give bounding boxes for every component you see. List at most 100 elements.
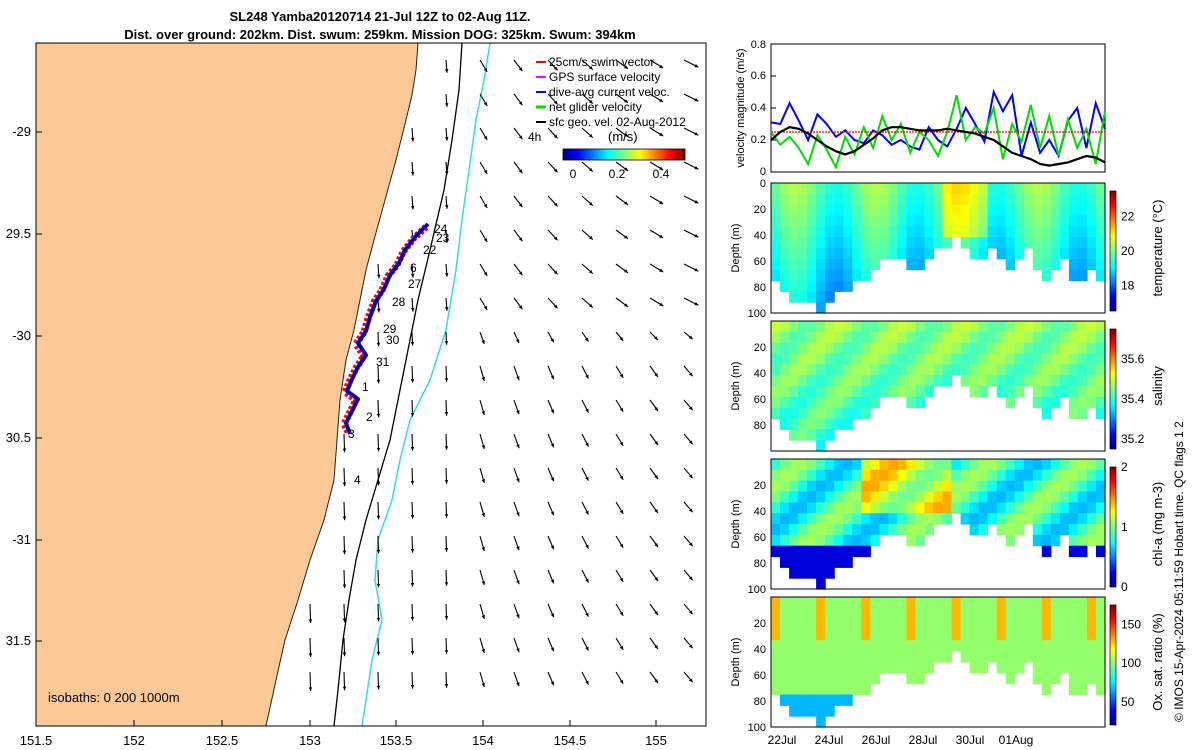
- velocity-arrow: [513, 467, 520, 483]
- section-cell: [1014, 651, 1025, 663]
- velocity-arrow: [615, 433, 624, 447]
- velocity-arrow: [308, 603, 313, 624]
- section-cell: [816, 331, 826, 344]
- velocity-arrow: [513, 161, 523, 174]
- copyright-credit: © IMOS 15-Apr-2024 05:11:59 Hobart time.…: [1172, 421, 1186, 722]
- section-cell: [1005, 386, 1016, 398]
- velocity-arrow: [444, 263, 449, 277]
- section-cell: [1077, 226, 1088, 238]
- section-cell: [996, 331, 1007, 344]
- velocity-arrow: [513, 365, 520, 381]
- section-cell: [870, 491, 880, 503]
- section-cell: [1050, 459, 1061, 471]
- section-cell: [879, 651, 889, 663]
- section-cell: [1023, 502, 1034, 514]
- velocity-arrow: [513, 93, 523, 106]
- section-cell: [1014, 342, 1025, 355]
- section-cell: [996, 248, 1007, 260]
- velocity-arrow: [547, 671, 555, 686]
- section-cell: [825, 418, 835, 430]
- section-cell: [780, 556, 790, 568]
- section-cell: [807, 396, 817, 409]
- section-cell: [870, 237, 880, 249]
- section-cell: [1041, 342, 1052, 355]
- section-cell: [816, 248, 826, 260]
- section-cell: [1059, 331, 1070, 344]
- section-cell: [1068, 672, 1079, 685]
- section-cell: [771, 491, 781, 503]
- section-cell: [780, 459, 790, 471]
- section-cell: [852, 683, 862, 696]
- section-cell: [1086, 651, 1097, 663]
- section-cell: [951, 597, 962, 609]
- section-cell: [1096, 683, 1106, 696]
- section-cell: [825, 258, 835, 271]
- section-cell: [798, 502, 808, 514]
- velocity-arrow: [376, 637, 381, 656]
- section-cell: [825, 640, 835, 652]
- section-cell: [1041, 331, 1052, 344]
- section-cell: [888, 524, 898, 536]
- section-cell: [825, 342, 835, 355]
- section-cell: [969, 459, 980, 471]
- section-cell: [1005, 248, 1016, 260]
- velocity-arrow: [649, 127, 664, 137]
- velocity-arrow: [444, 297, 449, 311]
- section-cell: [843, 386, 853, 398]
- section-cell: [1096, 524, 1106, 536]
- section-cell: [987, 226, 998, 238]
- section-cell: [1096, 204, 1106, 217]
- velocity-arrow: [615, 161, 629, 172]
- velocity-arrow: [513, 603, 520, 619]
- section-cell: [960, 215, 971, 227]
- section-cell: [1041, 321, 1052, 333]
- section-cell: [1096, 193, 1106, 206]
- section-cell: [807, 556, 817, 568]
- section-cell: [807, 183, 817, 195]
- section-cell: [1023, 183, 1034, 195]
- section-cell: [870, 629, 880, 641]
- velocity-arrow: [615, 467, 624, 481]
- time-tick-label: 01Aug: [999, 733, 1034, 747]
- section-cell: [915, 662, 925, 674]
- section-cell: [996, 597, 1007, 609]
- section-cell: [798, 226, 808, 238]
- section-cell: [780, 386, 790, 398]
- section-cell: [987, 480, 998, 493]
- section-cell: [1050, 672, 1061, 685]
- velocity-arrow: [649, 467, 659, 480]
- section-cell: [789, 607, 799, 620]
- velocity-arrow: [410, 433, 415, 451]
- section-cell: [816, 183, 826, 195]
- section-cell: [1077, 683, 1088, 696]
- section-cell: [978, 480, 989, 493]
- section-cell: [996, 618, 1007, 631]
- section-cell: [789, 524, 799, 536]
- velocity-arrow: [683, 263, 699, 272]
- velocity-arrow: [649, 59, 664, 69]
- section-cell: [816, 429, 826, 441]
- section-cell: [1050, 629, 1061, 641]
- section-cell: [834, 513, 844, 525]
- section-cell: [1077, 215, 1088, 227]
- section-cell: [1068, 342, 1079, 355]
- section-cell: [843, 502, 853, 514]
- section-cell: [789, 672, 799, 685]
- section-cell: [942, 459, 953, 471]
- section-cell: [780, 280, 790, 292]
- section-cell: [843, 662, 853, 674]
- section-cell: [1059, 342, 1070, 355]
- section-cell: [852, 331, 862, 344]
- section-cell: [1096, 502, 1106, 514]
- section-cell: [816, 469, 826, 482]
- section-cell: [1059, 651, 1070, 663]
- section-cell: [834, 640, 844, 652]
- time-tick-label: 22Jul: [768, 733, 797, 747]
- y-tick-label: 0.4: [751, 102, 766, 114]
- section-cell: [996, 321, 1007, 333]
- section-cell: [870, 651, 880, 663]
- section-cell: [870, 662, 880, 674]
- section-cell: [1023, 364, 1034, 376]
- section-cell: [915, 342, 925, 355]
- legend-label: dive-avg current veloc.: [549, 85, 670, 99]
